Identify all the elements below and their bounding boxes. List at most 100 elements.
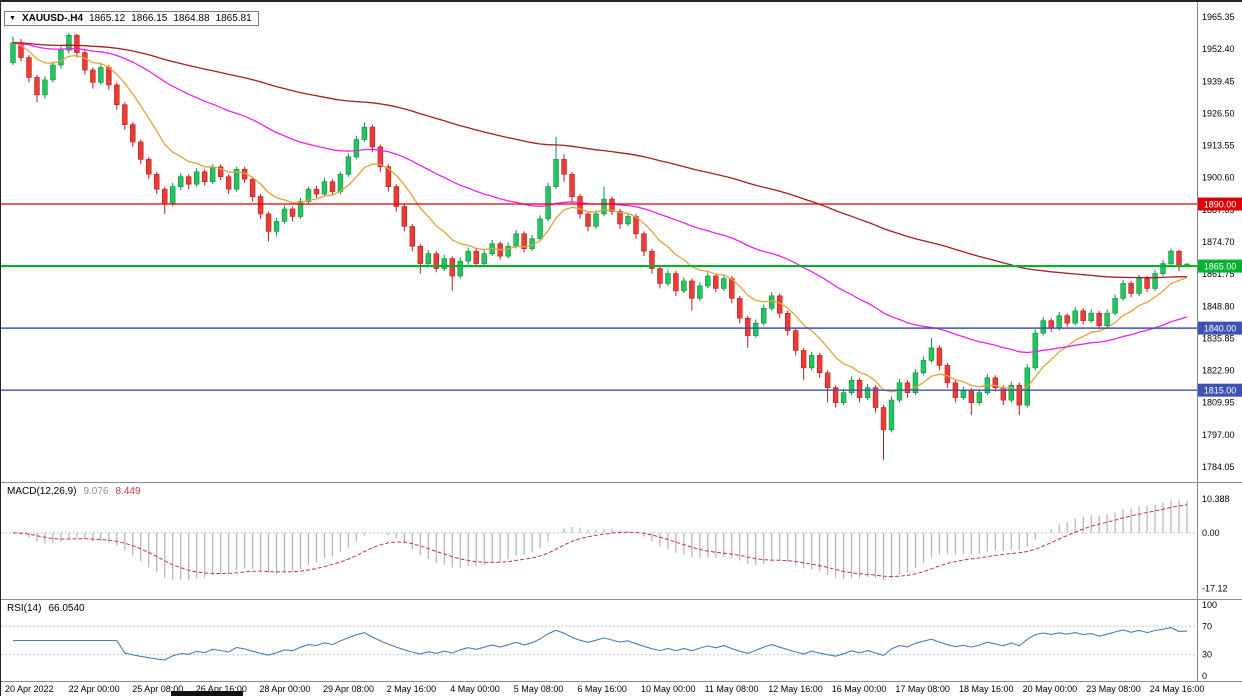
candle-body — [968, 389, 975, 403]
candle-body — [1120, 283, 1126, 299]
candle-body — [1128, 283, 1134, 294]
candle-body — [433, 253, 439, 269]
candle-body — [561, 159, 567, 175]
candle-body — [976, 392, 983, 403]
candle-body — [1048, 320, 1054, 329]
candle-body — [808, 355, 815, 369]
rsi-line — [13, 627, 1188, 661]
candle-body — [593, 213, 599, 227]
price-chart[interactable]: 1965.35 1952.40 1939.45 1926.50 1913.55 1900.… — [1, 2, 1242, 482]
candle-body — [273, 221, 280, 232]
dropdown-arrow-icon[interactable]: ▼ — [9, 15, 16, 22]
candle-body — [505, 245, 511, 257]
time-axis-label: 12 May 16:00 — [768, 684, 823, 694]
candle-body — [82, 52, 88, 71]
candle-body — [146, 159, 152, 175]
macd-main-value: 9.076 — [83, 486, 109, 497]
candle-body — [880, 407, 887, 431]
candle-body — [329, 181, 336, 192]
rsi-panel[interactable]: 100 70 30 0 RSI(14) 66.0540 — [1, 599, 1242, 681]
candle-body — [217, 166, 224, 178]
time-axis-label: 22 Apr 00:00 — [68, 684, 120, 694]
candle-body — [553, 159, 559, 187]
ma-line-medium — [12, 42, 1188, 354]
price-axis-label: 1797.00 — [1202, 430, 1235, 440]
time-axis-label: 28 Apr 00:00 — [259, 684, 311, 694]
candle-body — [353, 139, 360, 158]
high-value: 1866.15 — [131, 13, 168, 24]
time-axis-label: 17 May 08:00 — [895, 684, 950, 694]
candle-body — [1136, 278, 1142, 294]
price-axis-label: 1874.70 — [1202, 237, 1235, 247]
candle-body — [617, 211, 623, 225]
time-axis-label: 24 May 16:00 — [1149, 684, 1205, 694]
candle-body — [832, 387, 839, 403]
candle-body — [401, 206, 408, 227]
candle-body — [289, 208, 296, 217]
candle-body — [1064, 315, 1070, 324]
candle-body — [1112, 298, 1118, 314]
candle-body — [848, 379, 855, 393]
candle-body — [872, 387, 879, 408]
candle-body — [449, 258, 455, 277]
candle-body — [297, 201, 304, 217]
candle-body — [281, 208, 288, 222]
candle-body — [1072, 310, 1078, 324]
candle-body — [58, 49, 64, 66]
candle-body — [1080, 310, 1086, 321]
candle-body — [377, 146, 384, 168]
candle-body — [824, 372, 831, 388]
candle-body — [465, 250, 471, 262]
open-value: 1865.12 — [89, 13, 126, 24]
candle-body — [769, 295, 775, 309]
candle-body — [729, 278, 735, 299]
candle-body — [26, 57, 32, 78]
price-badge-label: 1840.00 — [1204, 324, 1237, 334]
macd-signal-line — [12, 504, 1188, 578]
candle-body — [960, 389, 967, 398]
candle-body — [154, 173, 160, 190]
candle-body — [840, 392, 847, 403]
candle-body — [992, 377, 999, 388]
price-axis-label: 1965.35 — [1202, 12, 1235, 22]
candle-body — [457, 260, 463, 277]
candle-body — [649, 250, 655, 269]
candle-body — [425, 253, 431, 264]
candle-body — [337, 173, 344, 192]
candle-body — [920, 360, 927, 374]
candle-body — [545, 186, 551, 220]
candle-body — [193, 171, 200, 185]
candle-body — [66, 34, 72, 51]
candle-body — [641, 233, 647, 252]
price-axis-label: 1848.80 — [1202, 301, 1235, 311]
candle-body — [737, 298, 743, 319]
time-axis-label: 25 Apr 08:00 — [132, 684, 184, 694]
candle-body — [753, 322, 759, 336]
time-axis-label: 20 May 00:00 — [1022, 684, 1078, 694]
candle-body — [1144, 278, 1150, 289]
rsi-axis-label: 100 — [1202, 600, 1217, 610]
macd-panel[interactable]: 10.388 0.00 -17.12 MACD(12,26,9) 9.076 8.4… — [1, 482, 1242, 599]
macd-chart[interactable]: 10.388 0.00 -17.12 — [1, 483, 1242, 599]
candle-body — [697, 285, 703, 299]
price-panel[interactable]: 1965.35 1952.40 1939.45 1926.50 1913.55 1900.… — [1, 2, 1242, 482]
time-axis[interactable]: 20 Apr 2022 22 Apr 00:00 25 Apr 08:00 26 Ap… — [1, 681, 1242, 696]
candle-body — [385, 166, 392, 187]
ma-line-fast — [12, 42, 1188, 393]
candle-body — [888, 399, 895, 431]
candle-body — [98, 67, 104, 83]
candle-body — [784, 312, 791, 331]
candle-body — [170, 186, 176, 205]
candle-body — [233, 168, 240, 190]
candle-body — [257, 196, 264, 215]
rsi-value: 66.0540 — [48, 603, 85, 614]
candle-body — [1088, 312, 1094, 321]
price-badge — [1198, 383, 1242, 397]
time-axis-label: 26 Apr 16:00 — [195, 684, 247, 694]
rsi-chart[interactable]: 100 70 30 0 — [1, 600, 1242, 681]
rsi-name: RSI(14) — [7, 603, 42, 614]
candle-body — [896, 382, 903, 401]
macd-axis-label: 0.00 — [1202, 528, 1220, 538]
close-value: 1865.81 — [215, 13, 252, 24]
h-scrollbar-thumb[interactable] — [171, 691, 243, 696]
